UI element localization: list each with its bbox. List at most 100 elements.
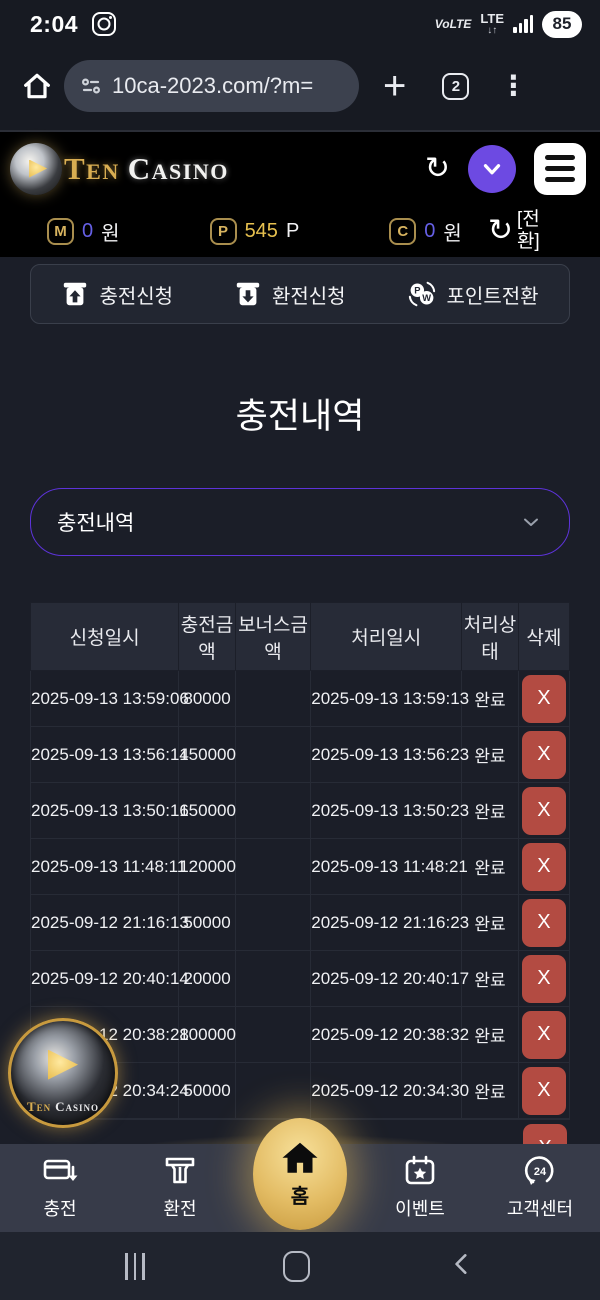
nav-deposit[interactable]: 충전	[0, 1144, 120, 1232]
address-bar[interactable]: 10ca-2023.com/?m=	[64, 60, 359, 112]
delete-button[interactable]: X	[521, 1010, 566, 1059]
money-balance: M 0 원	[47, 217, 120, 246]
cell-delete: X	[517, 670, 571, 727]
cell-amount: 150000	[178, 726, 236, 783]
new-tab-button[interactable]: +	[383, 64, 407, 108]
deposit-request-label: 충전신청	[99, 285, 174, 308]
history-type-selected: 충전내역	[57, 512, 135, 535]
browser-home-button[interactable]	[20, 70, 54, 102]
lte-indicator: LTE ↓↑	[480, 11, 504, 36]
cell-status: 완료	[461, 1062, 519, 1119]
status-bar: 2:04 VoLTE LTE ↓↑ 85	[0, 0, 600, 48]
home-icon	[282, 1142, 318, 1173]
cell-processed-date: 2025-09-12 20:34:30	[310, 1062, 469, 1119]
floating-brand-badge[interactable]: Ten Casino	[8, 1018, 118, 1128]
nav-event[interactable]: 이벤트	[360, 1144, 480, 1232]
cell-bonus	[234, 950, 312, 1007]
table-header-row: 신청일시 충전금액 보너스금액 처리일시 처리상태 삭제	[29, 602, 571, 671]
svg-text:24: 24	[534, 1166, 547, 1178]
cell-request-date: 2025-09-13 13:56:14	[29, 726, 189, 783]
point-exchange-icon: P W	[408, 281, 435, 307]
money-value: 0	[82, 219, 94, 242]
battery-indicator: 85	[542, 10, 582, 38]
delete-button[interactable]: X	[521, 898, 566, 947]
delete-button[interactable]: X	[523, 1124, 567, 1145]
cell-delete: X	[517, 950, 571, 1007]
atm-icon	[165, 1157, 195, 1184]
back-button[interactable]	[449, 1250, 475, 1283]
home-icon	[24, 73, 50, 99]
point-convert-button[interactable]: ↻ [전환]	[488, 209, 553, 253]
collapse-button[interactable]	[468, 144, 516, 193]
cell-amount: 80000	[178, 670, 236, 727]
cell-bonus	[234, 726, 312, 783]
col-header-processed-date: 처리일시	[310, 602, 463, 671]
delete-button[interactable]: X	[521, 730, 566, 779]
cell-amount: 50000	[178, 1062, 236, 1119]
delete-button[interactable]: X	[521, 786, 566, 835]
cell-amount: 150000	[178, 782, 236, 839]
point-badge-icon: P	[209, 217, 237, 245]
nav-support[interactable]: 24 고객센터	[480, 1144, 600, 1232]
cell-request-date: 2025-09-13 11:48:11	[29, 838, 186, 895]
home-bubble[interactable]: 홈	[253, 1118, 347, 1230]
recents-button[interactable]	[125, 1252, 145, 1280]
history-type-select[interactable]: 충전내역	[30, 488, 570, 556]
cell-processed-date: 2025-09-12 20:38:32	[310, 1006, 469, 1063]
badge-text-casino: Casino	[55, 1099, 100, 1114]
money-badge-icon: M	[47, 217, 75, 245]
nav-withdraw-label: 환전	[163, 1199, 197, 1219]
table-row: 2025-09-12 20:40:14 20000 2025-09-12 20:…	[29, 950, 571, 1007]
cell-delete: X	[517, 726, 571, 783]
page-title: 충전내역	[235, 397, 365, 436]
balance-bar: M 0 원 P 545 P C 0 원 ↻ [전환]	[0, 205, 600, 257]
delete-button[interactable]: X	[521, 954, 566, 1003]
nav-withdraw[interactable]: 환전	[120, 1144, 240, 1232]
nav-home[interactable]: 홈	[240, 1118, 360, 1232]
android-home-button[interactable]	[283, 1250, 311, 1282]
delete-button[interactable]: X	[521, 674, 566, 723]
hamburger-menu-button[interactable]	[534, 142, 586, 195]
logo-text-casino: Casino	[127, 150, 229, 186]
money-unit: 원	[101, 222, 120, 245]
cell-processed-date: 2025-09-13 13:50:23	[310, 782, 469, 839]
cell-amount: 100000	[178, 1006, 236, 1063]
refresh-icon[interactable]: ↻	[424, 150, 450, 186]
cell-status: 완료	[461, 670, 519, 727]
url-text: 10ca-2023.com/?m=	[112, 73, 314, 98]
deposit-request-button[interactable]: 충전신청	[61, 280, 173, 309]
nav-event-label: 이벤트	[395, 1199, 445, 1219]
point-exchange-button[interactable]: P W 포인트전환	[407, 280, 539, 309]
withdraw-icon	[236, 282, 260, 306]
calendar-star-icon	[405, 1155, 435, 1185]
convert-refresh-icon: ↻	[487, 213, 513, 248]
ten-casino-emblem-icon	[10, 142, 62, 195]
withdraw-request-button[interactable]: 환전신청	[234, 280, 346, 309]
point-unit: P	[285, 219, 300, 242]
table-row: 2025-09-13 13:56:14 150000 2025-09-13 13…	[29, 726, 571, 783]
cell-bonus	[234, 1006, 312, 1063]
site-logo[interactable]: Ten Casino	[10, 142, 229, 195]
cell-processed-date: 2025-09-12 20:40:17	[310, 950, 469, 1007]
delete-button[interactable]: X	[521, 1066, 566, 1115]
point-value: 545	[244, 219, 278, 242]
cell-status: 완료	[461, 782, 519, 839]
cell-request-date: 2025-09-13 13:50:16	[29, 782, 189, 839]
clock: 2:04	[30, 10, 79, 37]
cell-status: 완료	[461, 726, 519, 783]
nav-deposit-label: 충전	[43, 1199, 77, 1219]
cell-status: 완료	[461, 894, 519, 951]
cell-request-date: 2025-09-12 20:40:14	[29, 950, 189, 1007]
delete-button[interactable]: X	[521, 842, 566, 891]
quick-actions-bar: 충전신청 환전신청 P W 포인트전환	[30, 264, 570, 324]
chevron-down-icon	[483, 163, 501, 174]
cell-status: 완료	[461, 1006, 519, 1063]
browser-menu-button[interactable]: ⋮	[499, 70, 528, 101]
svg-text:W: W	[422, 293, 431, 303]
volte-icon: VoLTE	[434, 17, 472, 31]
withdraw-request-label: 환전신청	[271, 285, 346, 308]
tab-switcher-button[interactable]: 2	[442, 72, 470, 100]
cell-amount: 20000	[178, 950, 236, 1007]
col-header-request-date: 신청일시	[29, 602, 180, 671]
nav-support-label: 고객센터	[506, 1199, 574, 1219]
